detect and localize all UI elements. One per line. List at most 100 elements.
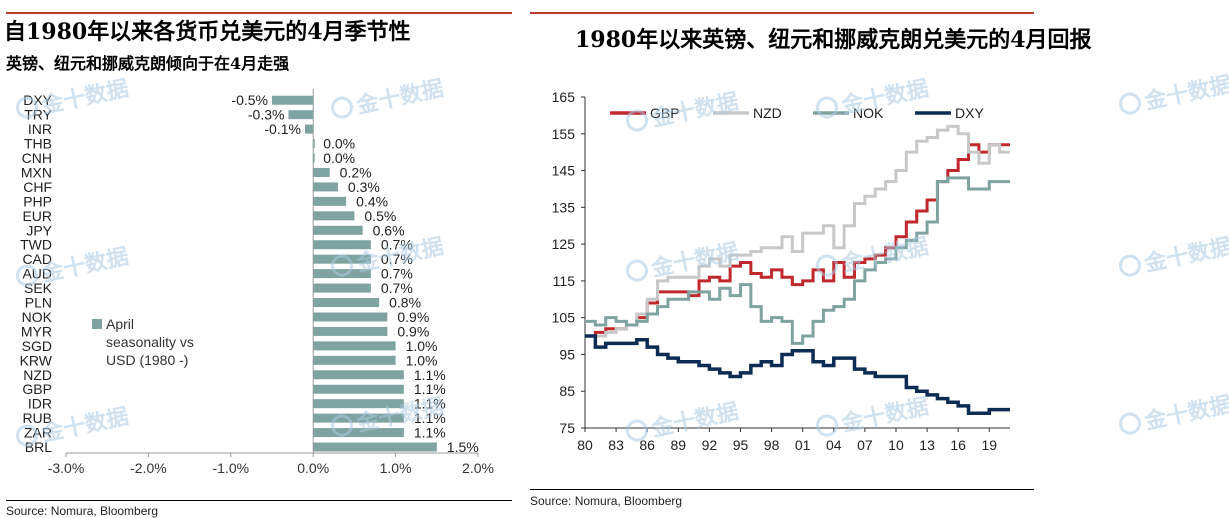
value-label: -0.1% [264, 121, 301, 137]
value-label: -0.5% [231, 92, 268, 108]
x-tick-label: -1.0% [213, 460, 250, 476]
bar [288, 110, 314, 120]
x-tick-label: 95 [733, 437, 749, 453]
x-tick-label: 07 [857, 437, 873, 453]
bar [313, 399, 404, 409]
legend-swatch [92, 319, 102, 329]
series-line-gbp [585, 143, 1010, 338]
category-label: JPY [26, 222, 52, 238]
x-tick-label: 92 [702, 437, 718, 453]
category-label: PLN [25, 295, 52, 311]
category-label: CHF [23, 179, 52, 195]
category-label: IDR [28, 396, 52, 412]
series-line-nzd [585, 124, 1010, 338]
category-label: NOK [22, 309, 53, 325]
category-label: RUB [22, 410, 52, 426]
left-top-rule [6, 12, 512, 14]
april-returns-line-chart: 75 85 95 105 115 125 135 145 155 165 80 83 86 89 92 95 9… [552, 89, 1010, 453]
x-tick-label: 13 [919, 437, 935, 453]
value-label: 1.0% [406, 352, 438, 368]
x-tick-label: 19 [981, 437, 997, 453]
right-chart-panel: 1980年以来英镑、纽元和挪威克朗兑美元的4月回报 75 85 95 105 115 12… [530, 0, 1229, 515]
value-label: 0.2% [340, 164, 372, 180]
left-chart-subtitle: 英镑、纽元和挪威克朗倾向于在4月走强 [6, 54, 290, 73]
bar [313, 442, 437, 452]
y-tick-label: 155 [552, 126, 576, 142]
bar [313, 269, 371, 279]
x-tick-label: 86 [639, 437, 655, 453]
right-bottom-rule [530, 489, 1034, 490]
bar [313, 298, 380, 308]
legend-label: seasonality vs [106, 334, 194, 350]
right-chart-title: 1980年以来英镑、纽元和挪威克朗兑美元的4月回报 [575, 27, 1092, 53]
bar [313, 326, 388, 336]
value-label: 0.8% [389, 295, 421, 311]
x-tick-label: 10 [888, 437, 904, 453]
category-label: MYR [21, 323, 52, 339]
category-label: TRY [24, 107, 52, 123]
legend-label-nzd: NZD [753, 105, 782, 121]
bar [313, 355, 396, 365]
category-label: CAD [22, 251, 52, 267]
y-tick-label: 145 [552, 163, 576, 179]
x-tick-label: 0.0% [297, 460, 329, 476]
y-tick-label: 75 [559, 420, 575, 436]
bar [313, 196, 347, 206]
left-chart-panel: 自1980年以来各货币兑美元的4月季节性 英镑、纽元和挪威克朗倾向于在4月走强 … [0, 0, 512, 518]
value-label: 1.5% [447, 439, 479, 455]
category-label: THB [24, 136, 52, 152]
value-label: 1.1% [414, 381, 446, 397]
x-tick-label: 80 [577, 437, 593, 453]
left-source-note: Source: Nomura, Bloomberg [6, 504, 159, 518]
value-label: 1.1% [414, 410, 446, 426]
y-tick-label: 165 [552, 89, 576, 105]
left-chart-title: 自1980年以来各货币兑美元的4月季节性 [4, 19, 411, 45]
value-label: 0.3% [348, 179, 380, 195]
value-label: -0.3% [248, 107, 285, 123]
x-tick-label: -2.0% [130, 460, 167, 476]
bar [313, 428, 404, 438]
y-tick-label: 95 [559, 346, 575, 362]
category-label: SEK [24, 280, 53, 296]
bar [313, 254, 371, 264]
category-label: BRL [25, 439, 52, 455]
bar [313, 370, 404, 380]
value-label: 0.6% [373, 222, 405, 238]
x-tick-label: -3.0% [48, 460, 85, 476]
category-label: INR [28, 121, 52, 137]
x-tick-label: 1.0% [380, 460, 412, 476]
bar [313, 341, 396, 351]
bar [313, 413, 404, 423]
category-label: TWD [20, 237, 52, 253]
series-line-dxy [585, 334, 1010, 416]
value-label: 0.7% [381, 237, 413, 253]
value-label: 1.0% [406, 338, 438, 354]
x-tick-label: 83 [608, 437, 624, 453]
value-label: 0.0% [323, 136, 355, 152]
value-label: 0.7% [381, 280, 413, 296]
y-tick-label: 85 [559, 383, 575, 399]
legend-label: USD (1980 -) [106, 352, 188, 368]
bar [313, 139, 315, 149]
category-label: PHP [23, 193, 52, 209]
value-label: 0.7% [381, 266, 413, 282]
bar [313, 153, 315, 163]
bar [313, 240, 371, 250]
y-tick-label: 135 [552, 199, 576, 215]
right-source-note: Source: Nomura, Bloomberg [530, 494, 683, 508]
category-label: KRW [20, 352, 53, 368]
x-tick-label: 2.0% [462, 460, 494, 476]
legend-label: April [106, 316, 134, 332]
legend-label-nok: NOK [853, 105, 884, 121]
category-label: SGD [22, 338, 52, 354]
bar [304, 124, 314, 134]
y-tick-label: 125 [552, 236, 576, 252]
value-label: 0.9% [397, 323, 429, 339]
value-label: 0.7% [381, 251, 413, 267]
bar [313, 312, 388, 322]
x-tick-label: 01 [795, 437, 811, 453]
bar [313, 211, 355, 221]
x-tick-label: 89 [671, 437, 687, 453]
series-line-nok [585, 176, 1010, 345]
legend-label-dxy: DXY [955, 105, 984, 121]
